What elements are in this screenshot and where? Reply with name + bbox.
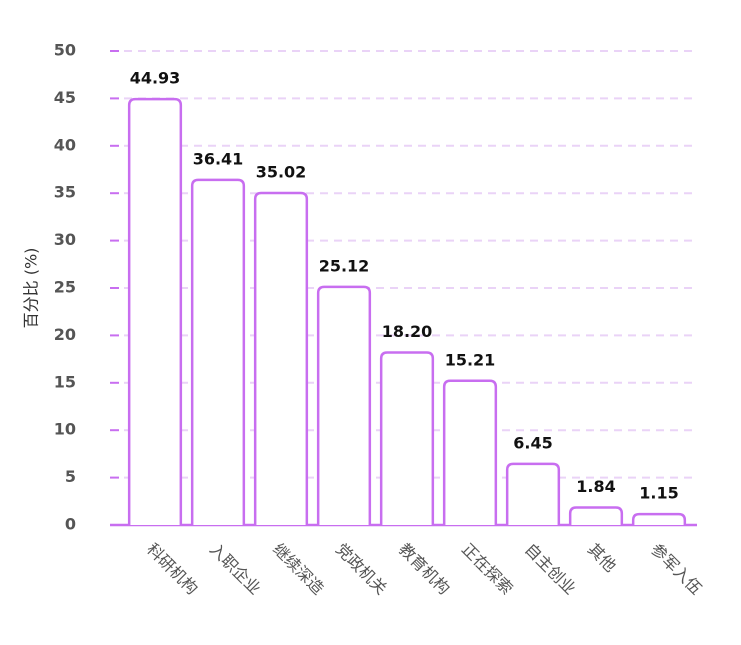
bar	[253, 191, 309, 525]
y-tick-label: 50	[54, 41, 76, 60]
x-tick-label: 教育机构	[395, 540, 454, 599]
y-tick-label: 30	[54, 230, 76, 249]
y-tick-label: 25	[54, 278, 76, 297]
y-tick-label: 15	[54, 372, 76, 391]
y-tick-label: 45	[54, 88, 76, 107]
y-tick-label: 40	[54, 135, 76, 154]
value-label: 35.02	[256, 163, 307, 182]
y-tick-label: 35	[54, 183, 76, 202]
y-tick-label: 20	[54, 325, 76, 344]
x-tick-label: 自主创业	[521, 540, 580, 599]
value-label: 6.45	[513, 433, 552, 452]
bar	[505, 462, 561, 525]
y-tick-label: 0	[65, 515, 76, 534]
y-axis-label: 百分比 (%)	[22, 248, 41, 329]
value-label: 18.20	[382, 322, 433, 341]
x-tick-label: 参军入伍	[647, 540, 706, 599]
bar	[631, 512, 687, 525]
value-label: 25.12	[319, 256, 370, 275]
x-tick-label: 正在探索	[458, 540, 517, 599]
bar	[379, 351, 435, 525]
value-label: 1.15	[639, 484, 678, 503]
value-label: 36.41	[193, 149, 244, 168]
value-label: 15.21	[445, 350, 496, 369]
x-tick-label: 继续深造	[269, 540, 328, 599]
value-label: 44.93	[130, 69, 181, 88]
bar	[316, 285, 372, 525]
x-tick-label: 科研机构	[143, 540, 202, 599]
y-tick-label: 10	[54, 420, 76, 439]
y-tick-label: 5	[65, 467, 76, 486]
x-tick-label: 其他	[584, 540, 620, 576]
bar	[568, 506, 624, 525]
bar	[190, 178, 246, 525]
x-tick-label: 党政机关	[332, 540, 391, 599]
bar	[127, 97, 183, 525]
value-label: 1.84	[576, 477, 615, 496]
x-tick-label: 入职企业	[206, 540, 265, 599]
bar	[442, 379, 498, 525]
